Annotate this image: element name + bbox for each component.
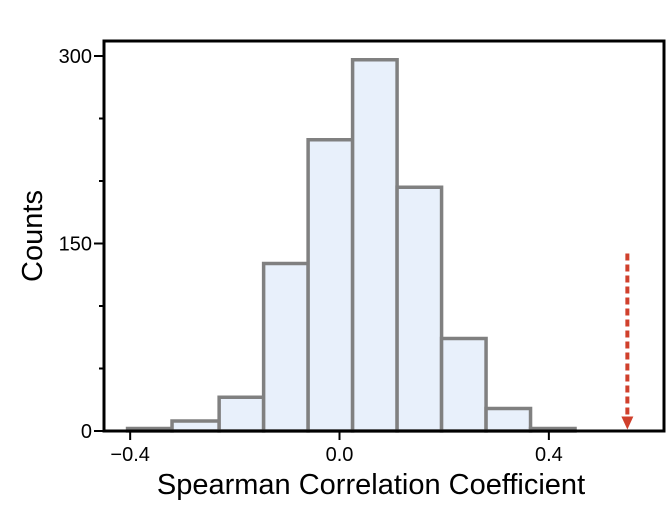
x-tick-label: −0.4: [110, 444, 149, 466]
y-tick-label: 150: [59, 234, 92, 256]
x-tick-label: 0.0: [326, 444, 354, 466]
bars-layer: [125, 58, 577, 433]
y-axis-title: Counts: [17, 190, 49, 282]
y-tick-label: 300: [59, 46, 92, 68]
x-axis-title: Spearman Correlation Coefficient: [157, 469, 585, 501]
marker-layer: [621, 253, 634, 430]
y-tick-label: 0: [81, 421, 92, 443]
histogram-bar-9: [484, 406, 533, 433]
histogram-bar-4: [261, 261, 310, 433]
x-tick-label: 0.4: [535, 444, 563, 466]
histogram-bar-6: [350, 58, 399, 433]
histogram-bar-3: [217, 395, 266, 433]
histogram-bar-8: [439, 336, 488, 433]
plot-frame: [102, 39, 666, 433]
marker-arrow-head: [621, 416, 634, 430]
histogram-bar-5: [306, 138, 355, 433]
ticks-layer: 0 150 300 −0.4 0.0 0.4: [59, 46, 563, 466]
histogram-bar-7: [395, 185, 444, 433]
